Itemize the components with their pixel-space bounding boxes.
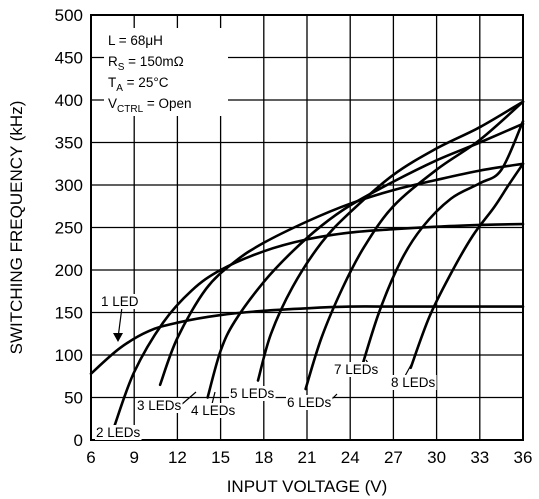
y-tick-label: 300 (55, 176, 83, 195)
series-line-8 (409, 162, 525, 370)
label-leaders (113, 306, 412, 409)
condition-rs: RS = 150mΩ (108, 54, 184, 73)
series-lines (89, 100, 525, 429)
y-tick-label: 50 (64, 389, 83, 408)
plot-frame (90, 14, 524, 441)
label-3-leds: 3 LEDs (137, 398, 182, 413)
conditions-box: L = 68μH RS = 150mΩ TA = 25°C VCTRL = Op… (104, 28, 228, 116)
arrowhead-icon (113, 333, 123, 342)
x-tick-label: 6 (86, 448, 95, 467)
y-tick-label: 200 (55, 261, 83, 280)
x-tick-label: 15 (211, 448, 230, 467)
label-4-leds: 4 LEDs (191, 403, 236, 418)
condition-vctrl: VCTRL = Open (108, 96, 192, 115)
y-tick-label: 450 (55, 49, 83, 68)
series-line-7 (359, 120, 525, 374)
y-tick-labels: 0 50 100 150 200 250 300 350 400 450 500 (55, 6, 83, 450)
x-axis-title: INPUT VOLTAGE (V) (227, 477, 388, 496)
condition-inductance: L = 68μH (108, 33, 163, 48)
label-7-leds: 7 LEDs (334, 362, 379, 377)
condition-ta: TA = 25°C (108, 75, 169, 94)
label-1-led: 1 LED (101, 294, 139, 309)
label-6-leds: 6 LEDs (287, 395, 332, 410)
leader-3-leds (180, 391, 197, 406)
label-2-leds: 2 LEDs (96, 425, 141, 440)
curve-labels: 1 LED 2 LEDs 3 LEDs 4 LEDs 5 LEDs 6 LEDs… (95, 294, 437, 440)
series-line-1 (89, 305, 525, 375)
y-axis-title: SWITCHING FREQUENCY (kHz) (7, 101, 26, 355)
y-tick-label: 100 (55, 346, 83, 365)
label-8-leds: 8 LEDs (391, 375, 436, 390)
x-tick-label: 36 (514, 448, 533, 467)
x-tick-label: 12 (168, 448, 187, 467)
y-tick-label: 250 (55, 219, 83, 238)
label-5-leds: 5 LEDs (230, 386, 275, 401)
y-tick-label: 150 (55, 304, 83, 323)
series-line-3 (158, 162, 525, 387)
y-tick-label: 400 (55, 91, 83, 110)
x-tick-label: 21 (298, 448, 317, 467)
x-tick-label: 33 (470, 448, 489, 467)
series-line-4 (206, 122, 525, 399)
series-line-2 (112, 222, 525, 429)
leader-8-leds (404, 364, 412, 377)
y-tick-label: 350 (55, 134, 83, 153)
leader-1-led (117, 306, 123, 339)
x-tick-label: 9 (129, 448, 138, 467)
x-tick-label: 27 (384, 448, 403, 467)
x-tick-label: 24 (341, 448, 360, 467)
x-tick-label: 18 (254, 448, 273, 467)
series-line-6 (304, 100, 525, 391)
series-line-5 (256, 100, 525, 382)
x-tick-label: 30 (427, 448, 446, 467)
x-tick-labels: 6 9 12 15 18 21 24 27 30 33 36 (86, 448, 532, 467)
y-tick-label: 0 (74, 431, 83, 450)
y-tick-label: 500 (55, 6, 83, 25)
